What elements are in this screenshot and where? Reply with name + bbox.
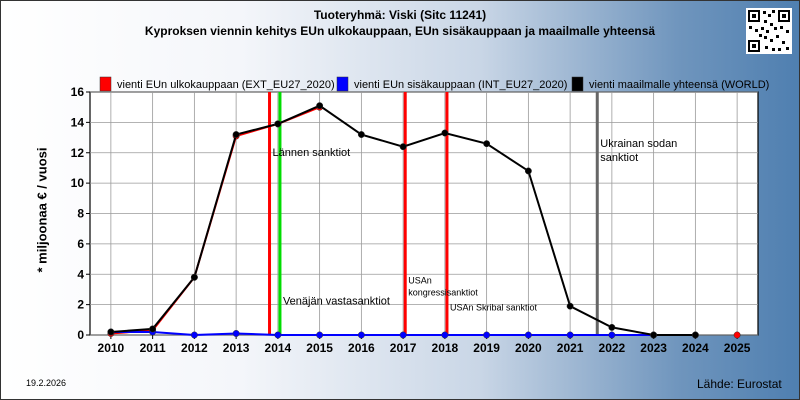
data-point [357, 131, 365, 138]
x-tick-label: 2020 [515, 341, 542, 355]
x-tick-label: 2021 [557, 341, 584, 355]
data-point [316, 331, 324, 339]
annotation-label: USAn kongressisanktiot [408, 275, 478, 297]
data-point [524, 167, 532, 175]
x-tick-label: 2012 [181, 341, 208, 355]
x-tick-label: 2015 [306, 341, 333, 355]
y-tick-label: 10 [71, 176, 85, 190]
data-point [232, 330, 240, 337]
y-tick-label: 4 [77, 267, 84, 281]
legend-label: vienti EUn sisäkauppaan (INT_EU27_2020) [354, 79, 567, 91]
data-point [357, 331, 365, 339]
data-point [316, 102, 324, 110]
data-point [274, 120, 282, 128]
data-point [650, 331, 658, 339]
data-point [608, 331, 616, 339]
x-tick-label: 2013 [223, 341, 250, 355]
y-axis-label: * miljoonaa € / vuosi [34, 147, 50, 273]
y-tick-label: 14 [71, 115, 85, 129]
x-tick-label: 2023 [640, 341, 667, 355]
x-tick-label: 2016 [348, 341, 375, 355]
x-tick-label: 2022 [599, 341, 626, 355]
y-tick-label: 12 [71, 146, 85, 160]
source-label: Lähde: Eurostat [697, 377, 782, 391]
annotation-label: Ukrainan sodan sanktiot [600, 138, 677, 164]
date-stamp: 19.2.2026 [26, 378, 67, 388]
chart-subtitle: Kyproksen viennin kehitys EUn ulkokauppa… [144, 24, 656, 38]
data-point [483, 140, 491, 148]
data-point [399, 143, 407, 151]
data-point [608, 323, 616, 331]
annotation-label: USAn Skribal sanktiot [450, 303, 538, 313]
data-point [190, 273, 198, 281]
x-tick-label: 2024 [682, 341, 709, 355]
y-tick-label: 0 [77, 328, 84, 342]
qr-code-icon [746, 8, 792, 54]
legend-swatch [336, 76, 349, 92]
x-tick-label: 2018 [432, 341, 459, 355]
y-tick-label: 16 [71, 85, 85, 99]
annotation-label: Lännen sanktiot [273, 147, 351, 159]
data-point [190, 331, 198, 339]
x-tick-label: 2019 [473, 341, 500, 355]
y-tick-label: 6 [77, 237, 84, 251]
legend-swatch [99, 76, 112, 92]
x-tick-label: 2011 [140, 341, 166, 355]
legend-swatch [571, 76, 584, 92]
data-point [232, 131, 240, 138]
x-tick-label: 2010 [98, 341, 125, 355]
data-point [441, 129, 449, 137]
legend-label: vienti EUn ulkokauppaan (EXT_EU27_2020) [117, 79, 335, 91]
data-point [107, 328, 115, 336]
data-point [566, 302, 574, 310]
data-point [733, 331, 741, 339]
data-point [566, 331, 574, 339]
annotation-label: Venäjän vastasanktiot [283, 296, 390, 308]
data-point [149, 325, 157, 333]
x-tick-label: 2017 [390, 341, 417, 355]
y-tick-label: 2 [77, 298, 84, 312]
x-tick-label: 2014 [265, 341, 292, 355]
data-point [691, 331, 699, 339]
y-tick-label: 8 [77, 207, 84, 221]
data-point [524, 331, 532, 339]
legend-label: vienti maailmalle yhteensä (WORLD) [589, 79, 769, 91]
x-tick-label: 2025 [724, 341, 751, 355]
chart-title: Tuoteryhmä: Viski (Sitc 11241) [313, 8, 487, 22]
data-point [274, 331, 282, 339]
data-point [441, 331, 449, 339]
data-point [399, 331, 407, 339]
data-point [483, 331, 491, 339]
